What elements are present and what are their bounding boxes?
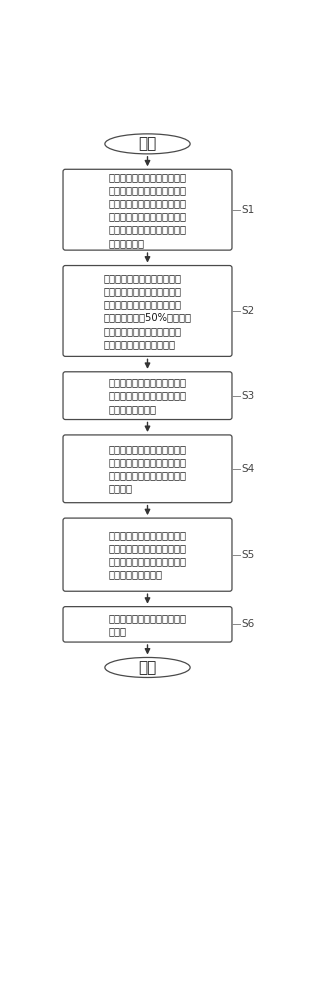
Text: 开始: 开始	[139, 136, 157, 151]
FancyBboxPatch shape	[63, 266, 232, 356]
Ellipse shape	[105, 657, 190, 677]
FancyBboxPatch shape	[63, 518, 232, 591]
Text: S2: S2	[241, 306, 255, 316]
Text: S3: S3	[241, 391, 255, 401]
Text: S1: S1	[241, 205, 255, 215]
FancyBboxPatch shape	[63, 435, 232, 503]
Text: 利用接收站主站和接收站辅站
位置信息测量参数数据，通过
半正定松弛的时差定位算法解
算出目标的位置信息: 利用接收站主站和接收站辅站 位置信息测量参数数据，通过 半正定松弛的时差定位算法…	[109, 530, 187, 579]
Text: S4: S4	[241, 464, 255, 474]
Text: 根据目标的测量参数数据以及
待定位区域的定位精度，选择
目标的接收站主站，确定时差
定位模型: 根据目标的测量参数数据以及 待定位区域的定位精度，选择 目标的接收站主站，确定时…	[109, 444, 187, 494]
Text: 将所述目标的位置信息送至终
端显示: 将所述目标的位置信息送至终 端显示	[109, 613, 187, 636]
FancyBboxPatch shape	[63, 169, 232, 250]
FancyBboxPatch shape	[63, 372, 232, 420]
Text: S5: S5	[241, 550, 255, 560]
Text: 分布式多点定位监视系统中目
标接收站主站和接收站辅站获
取目标应答信号，对所述目标
应答信号经过该分布式多点定
位监视系统处理得到解析后的
测量参数数据: 分布式多点定位监视系统中目 标接收站主站和接收站辅站获 取目标应答信号，对所述目…	[109, 172, 187, 248]
Text: S6: S6	[241, 619, 255, 629]
Ellipse shape	[105, 134, 190, 154]
Text: 结束: 结束	[139, 660, 157, 675]
Text: 根据所述目标接收站主站和接
收站辅站获取所述测量参数数
据，对测量参数数据中相同目
标应答码和大于50%的置信度
进行配对处理，获取目标在同
一时刻发出的测量参: 根据所述目标接收站主站和接 收站辅站获取所述测量参数数 据，对测量参数数据中相同…	[104, 273, 192, 349]
Text: 对配对处理后的测量参数数据
进行主站位置选择，得到待定
位区域的定位精度: 对配对处理后的测量参数数据 进行主站位置选择，得到待定 位区域的定位精度	[109, 377, 187, 414]
FancyBboxPatch shape	[63, 607, 232, 642]
